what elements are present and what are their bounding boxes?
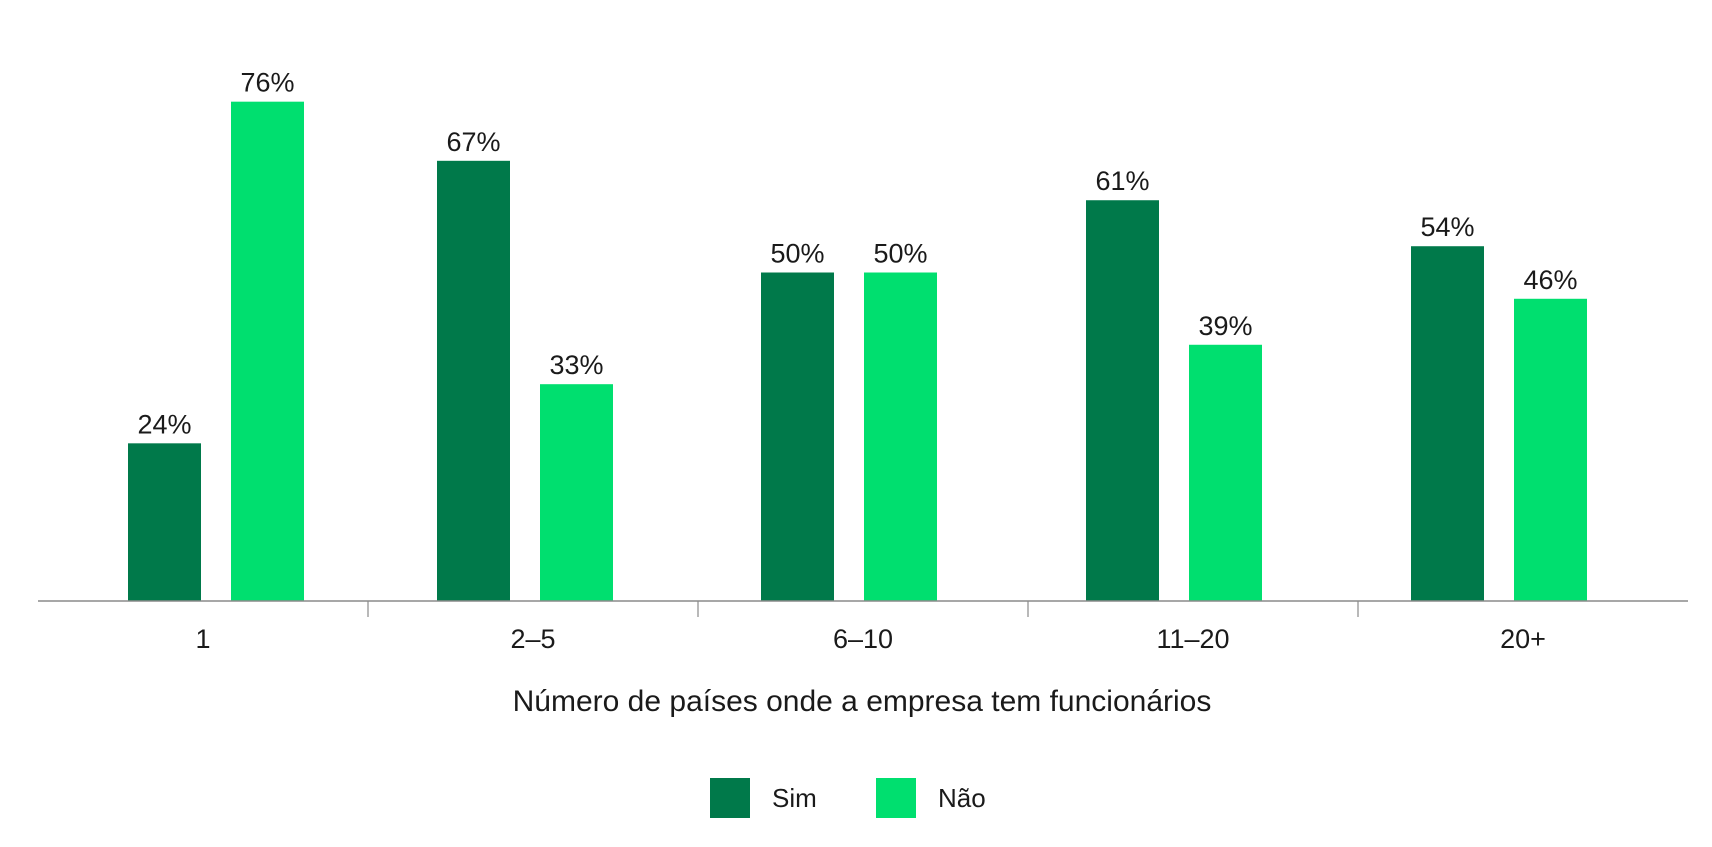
x-tick-label: 11–20	[1156, 624, 1229, 654]
bar-sim-2	[761, 272, 834, 601]
x-axis-tick-labels: 1 2–5 6–10 11–20 20+	[195, 624, 1545, 654]
bar-n-o-3	[1189, 344, 1262, 601]
x-tick-label: 20+	[1500, 624, 1546, 654]
bar-sim-3	[1086, 200, 1159, 602]
x-tick-label: 2–5	[510, 624, 555, 654]
bars-group	[128, 101, 1587, 602]
bar-value-label: 24%	[137, 409, 191, 439]
bar-n-o-2	[864, 272, 937, 601]
x-axis-title: Número de países onde a empresa tem func…	[513, 685, 1212, 718]
bar-sim-1	[437, 160, 510, 601]
legend-label: Sim	[772, 783, 817, 813]
bar-n-o-1	[540, 384, 613, 601]
bar-value-label: 46%	[1523, 265, 1577, 295]
bar-value-label: 50%	[770, 239, 824, 269]
legend-swatch-sim	[710, 778, 750, 818]
legend-swatch-n-o	[876, 778, 916, 818]
bar-n-o-0	[231, 101, 304, 602]
x-axis-ticks	[367, 601, 1359, 617]
x-tick-label: 1	[195, 624, 210, 654]
bar-sim-4	[1411, 246, 1484, 601]
bar-n-o-4	[1514, 298, 1587, 601]
legend-label: Não	[938, 783, 986, 813]
legend: Sim Não	[710, 778, 986, 818]
bar-value-label: 61%	[1095, 166, 1149, 196]
bar-value-label: 39%	[1198, 311, 1252, 341]
x-tick-label: 6–10	[833, 624, 893, 654]
bar-labels-group: 24% 76% 67% 33% 50% 50% 61% 39% 54% 46%	[137, 68, 1577, 440]
bar-value-label: 33%	[549, 350, 603, 380]
bar-value-label: 50%	[873, 239, 927, 269]
bar-sim-0	[128, 443, 201, 601]
bar-value-label: 54%	[1420, 212, 1474, 242]
bar-value-label: 76%	[240, 68, 294, 98]
bar-value-label: 67%	[446, 127, 500, 157]
